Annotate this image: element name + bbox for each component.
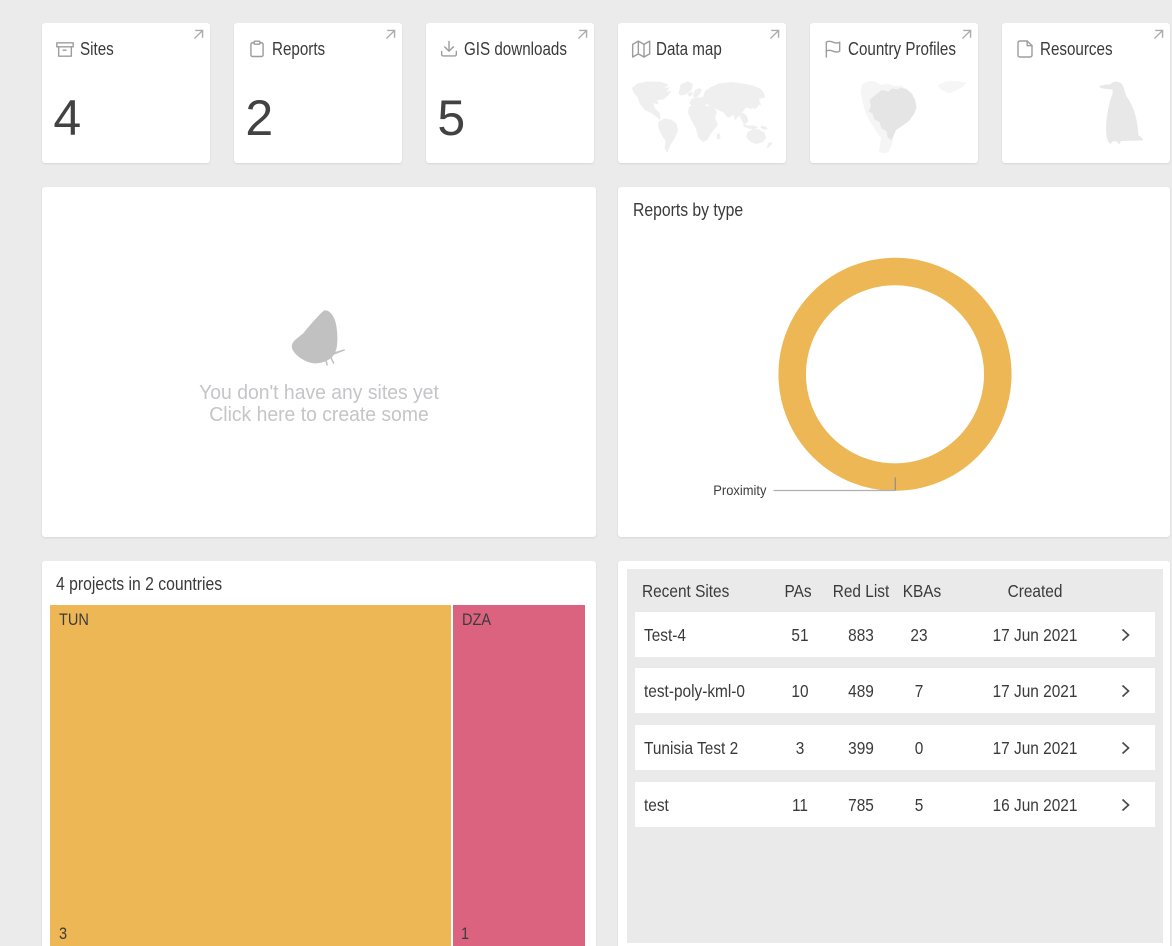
svg-text:Proximity: Proximity: [713, 483, 766, 498]
